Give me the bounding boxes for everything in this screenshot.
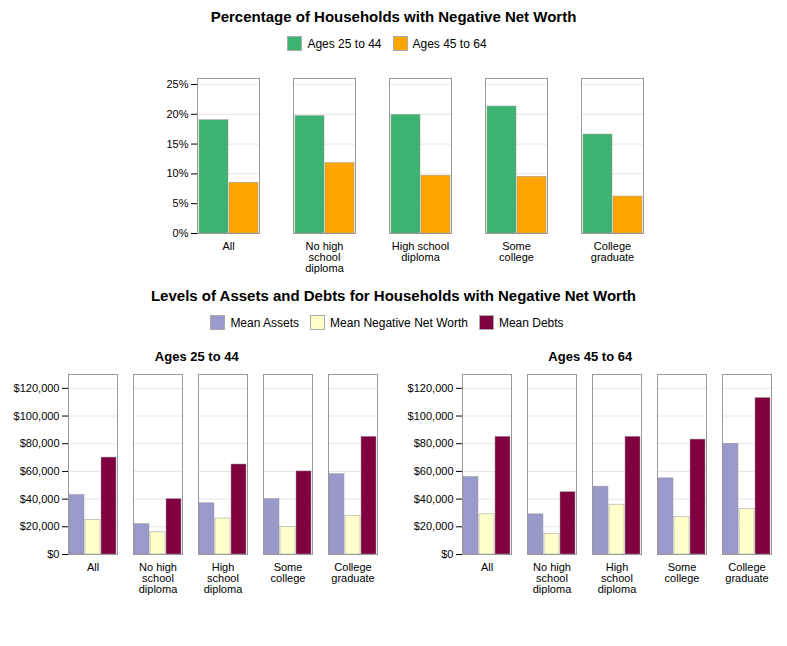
html-text:Mean Assets: Mean Assets: [230, 315, 300, 330]
svg-text:Highschooldiploma: Highschooldiploma: [597, 561, 636, 595]
svg-text:$20,000: $20,000: [413, 520, 453, 532]
svg-text:Somecollege: Somecollege: [664, 561, 699, 584]
svg-text:All: All: [222, 240, 234, 252]
svg-text:Somecollege: Somecollege: [499, 240, 534, 263]
svg-text:10%: 10%: [166, 167, 188, 179]
svg-text:$120,000: $120,000: [407, 382, 453, 394]
html-text:Ages 25 to 44: Ages 25 to 44: [154, 349, 239, 364]
svg-text:Collegegraduate: Collegegraduate: [590, 240, 633, 263]
html-text:Mean Negative Net Worth: Mean Negative Net Worth: [330, 315, 468, 330]
html-text:Levels of Assets and Debts for: Levels of Assets and Debts for Household…: [151, 287, 636, 304]
svg-text:Collegegraduate: Collegegraduate: [332, 561, 375, 584]
svg-text:No highschooldiploma: No highschooldiploma: [139, 561, 178, 595]
html-text:Percentage of Households with: Percentage of Households with Negative N…: [210, 8, 577, 25]
svg-text:No highschooldiploma: No highschooldiploma: [532, 561, 571, 595]
svg-text:$80,000: $80,000: [413, 437, 453, 449]
svg-text:Somecollege: Somecollege: [271, 561, 306, 584]
svg-text:$80,000: $80,000: [20, 437, 60, 449]
html-text:Ages 25 to 44: Ages 25 to 44: [307, 36, 382, 51]
svg-text:$20,000: $20,000: [20, 520, 60, 532]
svg-text:25%: 25%: [166, 78, 188, 90]
html-text:Ages 45 to 64: Ages 45 to 64: [412, 36, 487, 51]
svg-text:$120,000: $120,000: [14, 382, 60, 394]
svg-text:No highschooldiploma: No highschooldiploma: [305, 240, 344, 274]
html-text:Ages 45 to 64: Ages 45 to 64: [548, 349, 633, 364]
svg-text:$60,000: $60,000: [20, 465, 60, 477]
svg-text:Collegegraduate: Collegegraduate: [725, 561, 768, 584]
svg-text:$0: $0: [441, 548, 453, 560]
svg-text:20%: 20%: [166, 108, 188, 120]
svg-text:$100,000: $100,000: [14, 410, 60, 422]
html-text:Mean Debts: Mean Debts: [498, 315, 564, 330]
svg-text:All: All: [87, 561, 99, 573]
svg-text:$40,000: $40,000: [413, 493, 453, 505]
svg-text:$100,000: $100,000: [407, 410, 453, 422]
svg-text:$40,000: $40,000: [20, 493, 60, 505]
svg-text:High schooldiploma: High schooldiploma: [391, 240, 448, 263]
svg-text:15%: 15%: [166, 138, 188, 150]
svg-text:0%: 0%: [172, 227, 188, 239]
svg-text:All: All: [481, 561, 493, 573]
svg-text:$0: $0: [48, 548, 60, 560]
svg-text:Highschooldiploma: Highschooldiploma: [204, 561, 243, 595]
svg-text:$60,000: $60,000: [413, 465, 453, 477]
svg-text:5%: 5%: [172, 197, 188, 209]
